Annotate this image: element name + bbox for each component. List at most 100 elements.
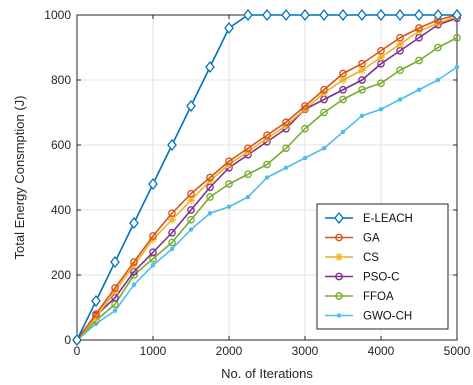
y-tick-label: 800 (51, 73, 71, 87)
legend: E-LEACH GA CS PSO-C FFOA GWO-CH (316, 203, 449, 330)
tick-labels: 0 1000 2000 3000 4000 5000 0 200 400 600 800 1000 (44, 8, 470, 358)
data-point (319, 8, 329, 22)
data-point (339, 69, 347, 78)
data-point (188, 227, 194, 232)
data-point (149, 248, 157, 257)
data-point (321, 146, 327, 151)
data-point (416, 87, 422, 92)
legend-marker (336, 313, 342, 318)
data-point (167, 138, 177, 152)
data-point (396, 33, 404, 42)
series-line (76, 14, 458, 341)
data-point (358, 66, 366, 75)
data-point (338, 8, 348, 22)
data-point (129, 216, 139, 230)
data-point (453, 33, 461, 42)
y-tick-label: 600 (51, 138, 71, 152)
data-point (149, 232, 157, 240)
data-point (263, 131, 271, 140)
data-point (302, 155, 308, 161)
legend-item: GA (325, 233, 380, 245)
data-point (244, 144, 252, 153)
data-point (264, 175, 270, 180)
legend-marker (335, 272, 343, 281)
legend-marker (334, 211, 344, 225)
data-point (339, 76, 347, 84)
data-point (282, 118, 290, 127)
series-e-leach (72, 8, 462, 347)
data-point (359, 113, 365, 118)
legend-marker (335, 292, 343, 300)
data-point (262, 8, 272, 22)
data-point (112, 308, 118, 313)
data-point (396, 40, 404, 49)
data-point (130, 258, 138, 266)
legend-box (316, 203, 449, 330)
x-tick-label: 5000 (444, 344, 471, 358)
data-point (377, 46, 385, 55)
y-tick-label: 200 (51, 268, 71, 282)
legend-label: E-LEACH (363, 213, 413, 225)
data-point (415, 56, 423, 65)
data-point (226, 204, 232, 209)
legend-item: CS (325, 252, 379, 264)
data-point (187, 206, 195, 214)
data-point (339, 85, 347, 94)
data-point (433, 8, 443, 22)
legend-label: CS (363, 252, 379, 264)
data-point (454, 64, 460, 70)
data-point (225, 180, 233, 188)
data-point (358, 59, 366, 68)
data-point (414, 8, 424, 22)
legend-item: E-LEACH (325, 211, 413, 225)
data-point (339, 95, 347, 104)
data-point (187, 215, 195, 224)
legend-item: PSO-C (325, 272, 399, 284)
data-point (131, 282, 137, 287)
series-gwo-ch (74, 64, 460, 343)
data-point (357, 8, 367, 22)
y-tick-label: 1000 (44, 8, 71, 22)
legend-label: FFOA (363, 291, 394, 303)
legend-marker (335, 253, 343, 261)
data-point (110, 255, 120, 269)
data-point (186, 99, 196, 113)
data-point (168, 215, 176, 224)
data-point (206, 193, 214, 201)
y-axis-label: Total Energy Consmption (J) (12, 95, 27, 259)
x-tick-label: 4000 (368, 344, 395, 358)
data-point (263, 160, 271, 169)
y-tick-label: 0 (64, 333, 71, 347)
x-tick-label: 2000 (216, 344, 243, 358)
series-ga (73, 11, 461, 344)
data-point (397, 97, 403, 102)
legend-item: GWO-CH (325, 311, 412, 323)
data-point (340, 129, 346, 135)
data-point (148, 177, 158, 191)
data-point (206, 173, 214, 182)
data-point (320, 108, 328, 117)
data-point (301, 124, 309, 133)
data-point (91, 294, 101, 308)
data-point (245, 194, 251, 200)
data-point (376, 8, 386, 22)
data-point (205, 60, 215, 74)
data-point (378, 107, 384, 112)
data-point (187, 196, 195, 205)
data-point (396, 66, 404, 75)
data-point (150, 263, 156, 268)
y-tick-label: 400 (51, 203, 71, 217)
data-point (243, 8, 253, 22)
data-point (377, 79, 385, 88)
data-point (168, 238, 176, 247)
legend-label: GA (363, 233, 380, 245)
legend-marker (335, 233, 343, 242)
data-point (452, 8, 462, 22)
data-point (111, 284, 119, 292)
x-tick-label: 0 (74, 344, 81, 358)
data-point (434, 43, 442, 52)
data-point (224, 21, 234, 35)
x-tick-label: 1000 (140, 344, 167, 358)
